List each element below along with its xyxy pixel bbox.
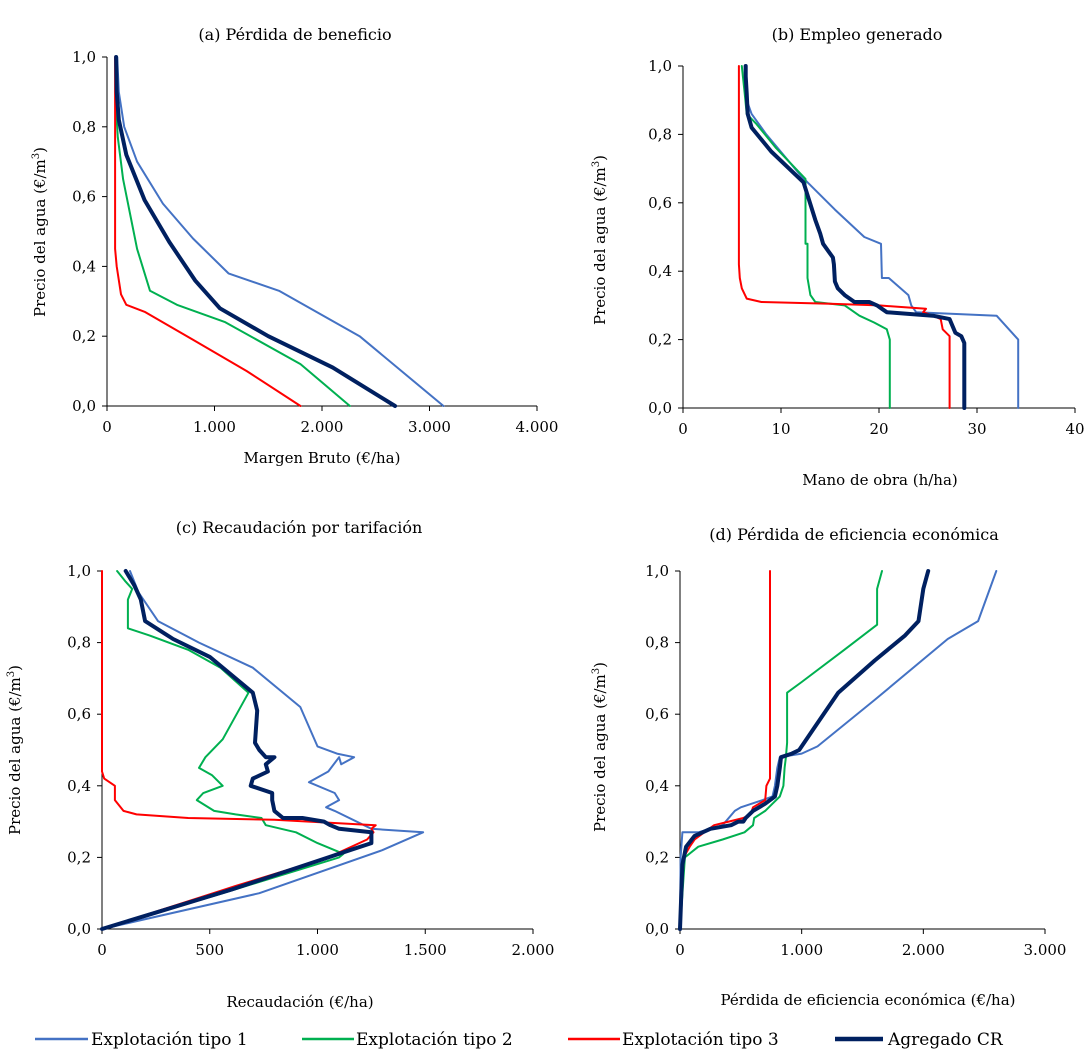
x-tick-label: 500 <box>195 941 224 959</box>
legend-label: Explotación tipo 2 <box>356 1030 513 1050</box>
series-group <box>678 569 998 931</box>
y-axis-label: Precio del agua (€/m3) <box>31 147 49 317</box>
series-line-agregado-cr <box>678 569 931 931</box>
x-tick-label: 3.000 <box>408 418 451 436</box>
series-line-agregado-cr <box>743 64 967 410</box>
y-tick-label: 1,0 <box>645 562 669 580</box>
y-tick-label: 1,0 <box>72 48 96 66</box>
y-tick-label: 0,4 <box>648 262 672 280</box>
x-tick-label: 0 <box>97 941 107 959</box>
series-line-agregado-cr <box>114 55 398 408</box>
y-tick-label: 0,6 <box>645 705 669 723</box>
x-tick-label: 2.000 <box>512 941 555 959</box>
series-group <box>737 64 1020 410</box>
y-tick-label: 0,2 <box>67 848 91 866</box>
series-line-explotaci-n-tipo-3 <box>737 65 951 409</box>
series-group <box>100 569 425 931</box>
y-tick-label: 0,8 <box>648 125 672 143</box>
series-line-explotaci-n-tipo-1 <box>743 65 1020 409</box>
y-tick-label: 0,0 <box>72 397 96 415</box>
y-tick-label: 0,2 <box>72 327 96 345</box>
x-tick-label: 20 <box>869 420 888 438</box>
series-line-explotaci-n-tipo-3 <box>679 570 771 930</box>
y-axis-label: Precio del agua (€/m3) <box>6 665 24 835</box>
x-tick-label: 0 <box>675 941 685 959</box>
x-axis-label: Recaudación (€/ha) <box>226 993 373 1011</box>
chart-title: (a) Pérdida de beneficio <box>198 25 391 44</box>
x-axis-label: Mano de obra (h/ha) <box>802 471 958 489</box>
series-line-explotaci-n-tipo-2 <box>114 56 351 407</box>
y-axis-label: Precio del agua (€/m3) <box>591 155 609 325</box>
x-tick-label: 30 <box>967 420 986 438</box>
series-line-explotaci-n-tipo-1 <box>116 56 445 407</box>
x-tick-label: 1.000 <box>780 941 823 959</box>
x-axis-label: Pérdida de eficiencia económica (€/ha) <box>721 991 1016 1009</box>
x-tick-label: 2.000 <box>301 418 344 436</box>
y-tick-label: 1,0 <box>648 57 672 75</box>
axes: 0 1.000 2.000 3.000 4.000 0,0 0,2 0,4 0,6 0,8 1,0 <box>72 48 558 436</box>
y-tick-label: 0,2 <box>645 848 669 866</box>
y-tick-label: 1,0 <box>67 562 91 580</box>
y-tick-label: 0,4 <box>645 777 669 795</box>
y-axis-label: Precio del agua (€/m3) <box>591 662 609 832</box>
y-tick-label: 0,6 <box>72 188 96 206</box>
y-tick-label: 0,8 <box>67 634 91 652</box>
chart-panel-a: (a) Pérdida de beneficio Precio del agua… <box>31 25 558 467</box>
series-line-explotaci-n-tipo-3 <box>114 56 302 407</box>
x-tick-label: 3.000 <box>1024 941 1067 959</box>
axes: 0 1.000 2.000 3.000 0,0 0,2 0,4 0,6 0,8 1,0 <box>645 562 1066 959</box>
y-tick-label: 0,8 <box>72 118 96 136</box>
x-tick-label: 10 <box>771 420 790 438</box>
legend-label: Explotación tipo 3 <box>622 1030 779 1050</box>
y-tick-label: 0,6 <box>648 194 672 212</box>
y-tick-label: 0,2 <box>648 331 672 349</box>
series-line-explotaci-n-tipo-3 <box>101 570 377 930</box>
series-line-explotaci-n-tipo-2 <box>679 570 883 930</box>
legend-item-tipo-2: Explotación tipo 2 <box>302 1030 513 1050</box>
axes: 0 500 1.000 1.500 2.000 0,0 0,2 0,4 0,6 0,8 1,0 <box>67 562 554 959</box>
chart-title: (d) Pérdida de eficiencia económica <box>709 525 999 544</box>
legend-item-tipo-1: Explotación tipo 1 <box>35 1030 248 1050</box>
y-tick-label: 0,4 <box>72 257 96 275</box>
legend-label: Agregado CR <box>887 1030 1004 1050</box>
series-line-explotaci-n-tipo-2 <box>101 570 345 930</box>
legend-label: Explotación tipo 1 <box>91 1030 248 1050</box>
series-line-explotaci-n-tipo-2 <box>740 65 891 409</box>
y-tick-label: 0,0 <box>648 399 672 417</box>
x-tick-label: 4.000 <box>516 418 559 436</box>
x-tick-label: 1.500 <box>404 941 447 959</box>
legend: Explotación tipo 1 Explotación tipo 2 Ex… <box>35 1030 1004 1050</box>
y-tick-label: 0,4 <box>67 777 91 795</box>
series-line-agregado-cr <box>100 569 374 931</box>
x-axis-label: Margen Bruto (€/ha) <box>244 449 401 467</box>
chart-title: (c) Recaudación por tarifación <box>176 518 423 537</box>
chart-title: (b) Empleo generado <box>772 25 943 44</box>
y-tick-label: 0,0 <box>67 920 91 938</box>
chart-panel-b: (b) Empleo generado Precio del agua (€/m… <box>591 25 1085 489</box>
x-tick-label: 2.000 <box>902 941 945 959</box>
series-line-explotaci-n-tipo-1 <box>679 570 998 930</box>
y-tick-label: 0,0 <box>645 920 669 938</box>
series-group <box>114 55 445 408</box>
x-tick-label: 1.000 <box>296 941 339 959</box>
series-line-explotaci-n-tipo-1 <box>101 570 425 930</box>
axes: 0 10 20 30 40 0,0 0,2 0,4 0,6 0,8 1,0 <box>648 57 1084 438</box>
chart-panel-c: (c) Recaudación por tarifación Precio de… <box>6 518 554 1011</box>
x-tick-label: 1.000 <box>193 418 236 436</box>
legend-item-agregado-cr: Agregado CR <box>835 1030 1004 1050</box>
y-tick-label: 0,8 <box>645 634 669 652</box>
legend-item-tipo-3: Explotación tipo 3 <box>568 1030 779 1050</box>
x-tick-label: 40 <box>1065 420 1084 438</box>
x-tick-label: 0 <box>678 420 688 438</box>
y-tick-label: 0,6 <box>67 705 91 723</box>
x-tick-label: 0 <box>102 418 112 436</box>
chart-panel-d: (d) Pérdida de eficiencia económica Prec… <box>591 525 1066 1009</box>
